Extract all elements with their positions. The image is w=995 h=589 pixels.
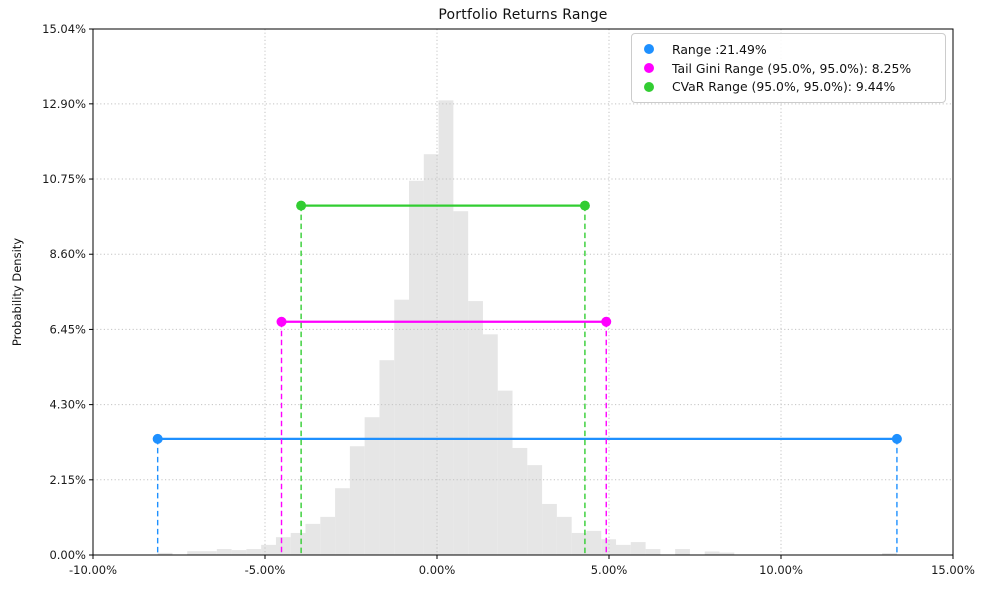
chart-title: Portfolio Returns Range <box>438 7 608 23</box>
y-tick-label: 4.30% <box>49 398 86 412</box>
histogram-bar <box>157 552 173 555</box>
plot-border <box>92 28 954 556</box>
histogram-bar <box>468 301 483 555</box>
x-tick-label: 10.00% <box>759 563 803 577</box>
histogram-bar <box>882 553 897 555</box>
histogram-bar <box>556 516 572 555</box>
legend-label: Tail Gini Range (95.0%, 95.0%): 8.25% <box>672 60 912 76</box>
histogram-bar <box>497 390 513 556</box>
histogram-bar <box>438 100 454 555</box>
histogram-bar <box>394 299 410 555</box>
histogram-bar <box>630 542 646 555</box>
histogram-bar <box>231 550 247 555</box>
x-tick-label: -5.00% <box>245 563 286 577</box>
histogram-bar <box>675 549 690 555</box>
histogram-bar <box>349 446 365 555</box>
cvar-range-endpoint-marker <box>579 200 590 211</box>
tail-gini-range-endpoint-marker <box>601 316 612 327</box>
legend-marker-icon <box>644 44 654 55</box>
x-tick-label: 15.00% <box>931 563 975 577</box>
y-tick-label: 2.15% <box>49 473 86 487</box>
histogram-bar <box>275 537 291 555</box>
histogram-bar <box>482 334 498 555</box>
histogram-bar <box>601 539 617 555</box>
range-endpoint-marker <box>152 433 163 444</box>
histogram-bar <box>571 532 587 555</box>
histogram-bar <box>645 549 661 555</box>
histogram-bar <box>719 552 735 555</box>
legend-label: Range :21.49% <box>672 41 767 57</box>
histogram-bar <box>320 516 336 555</box>
histogram-bar <box>187 551 203 555</box>
y-tick-label: 12.90% <box>42 97 86 111</box>
tail-gini-range-endpoint-marker <box>276 316 287 327</box>
histogram-bar <box>290 532 306 555</box>
y-tick-label: 15.04% <box>42 22 86 36</box>
histogram-bar <box>512 447 528 555</box>
histogram-bar <box>453 211 469 555</box>
histogram-bar <box>379 360 395 555</box>
y-tick-label: 0.00% <box>49 548 86 562</box>
histogram-bar <box>216 549 232 555</box>
legend-marker-icon <box>644 81 654 92</box>
x-tick-label: -10.00% <box>69 563 117 577</box>
y-axis-label: Probability Density <box>10 237 24 347</box>
histogram-bar <box>261 544 276 555</box>
cvar-range-endpoint-marker <box>296 200 307 211</box>
x-tick-label: 5.00% <box>591 563 628 577</box>
legend-marker-icon <box>644 63 654 73</box>
histogram-bar <box>409 180 424 555</box>
histogram-bar <box>246 549 262 555</box>
legend: Range :21.49% Tail Gini Range (95.0%, 95.… <box>631 33 946 103</box>
y-tick-label: 6.45% <box>49 322 86 336</box>
histogram-bar <box>527 465 543 555</box>
histogram-bar <box>305 523 321 555</box>
histogram-bar <box>423 154 439 555</box>
histogram-bar <box>704 551 720 555</box>
histogram-bar <box>335 488 350 555</box>
legend-entry: CVaR Range (95.0%, 95.0%): 9.44% <box>644 77 939 96</box>
y-tick-label: 10.75% <box>42 172 86 186</box>
y-tick-label: 8.60% <box>49 247 86 261</box>
range-endpoint-marker <box>891 433 902 444</box>
histogram-bar <box>586 530 602 555</box>
legend-label: CVaR Range (95.0%, 95.0%): 9.44% <box>672 79 896 95</box>
histogram-bar <box>202 551 217 555</box>
legend-entry: Range :21.49% <box>644 40 939 59</box>
x-tick-label: 0.00% <box>419 563 456 577</box>
histogram-bar <box>616 544 631 555</box>
histogram-bar <box>542 503 557 555</box>
histogram-bar <box>364 417 380 555</box>
legend-entry: Tail Gini Range (95.0%, 95.0%): 8.25% <box>644 59 939 78</box>
